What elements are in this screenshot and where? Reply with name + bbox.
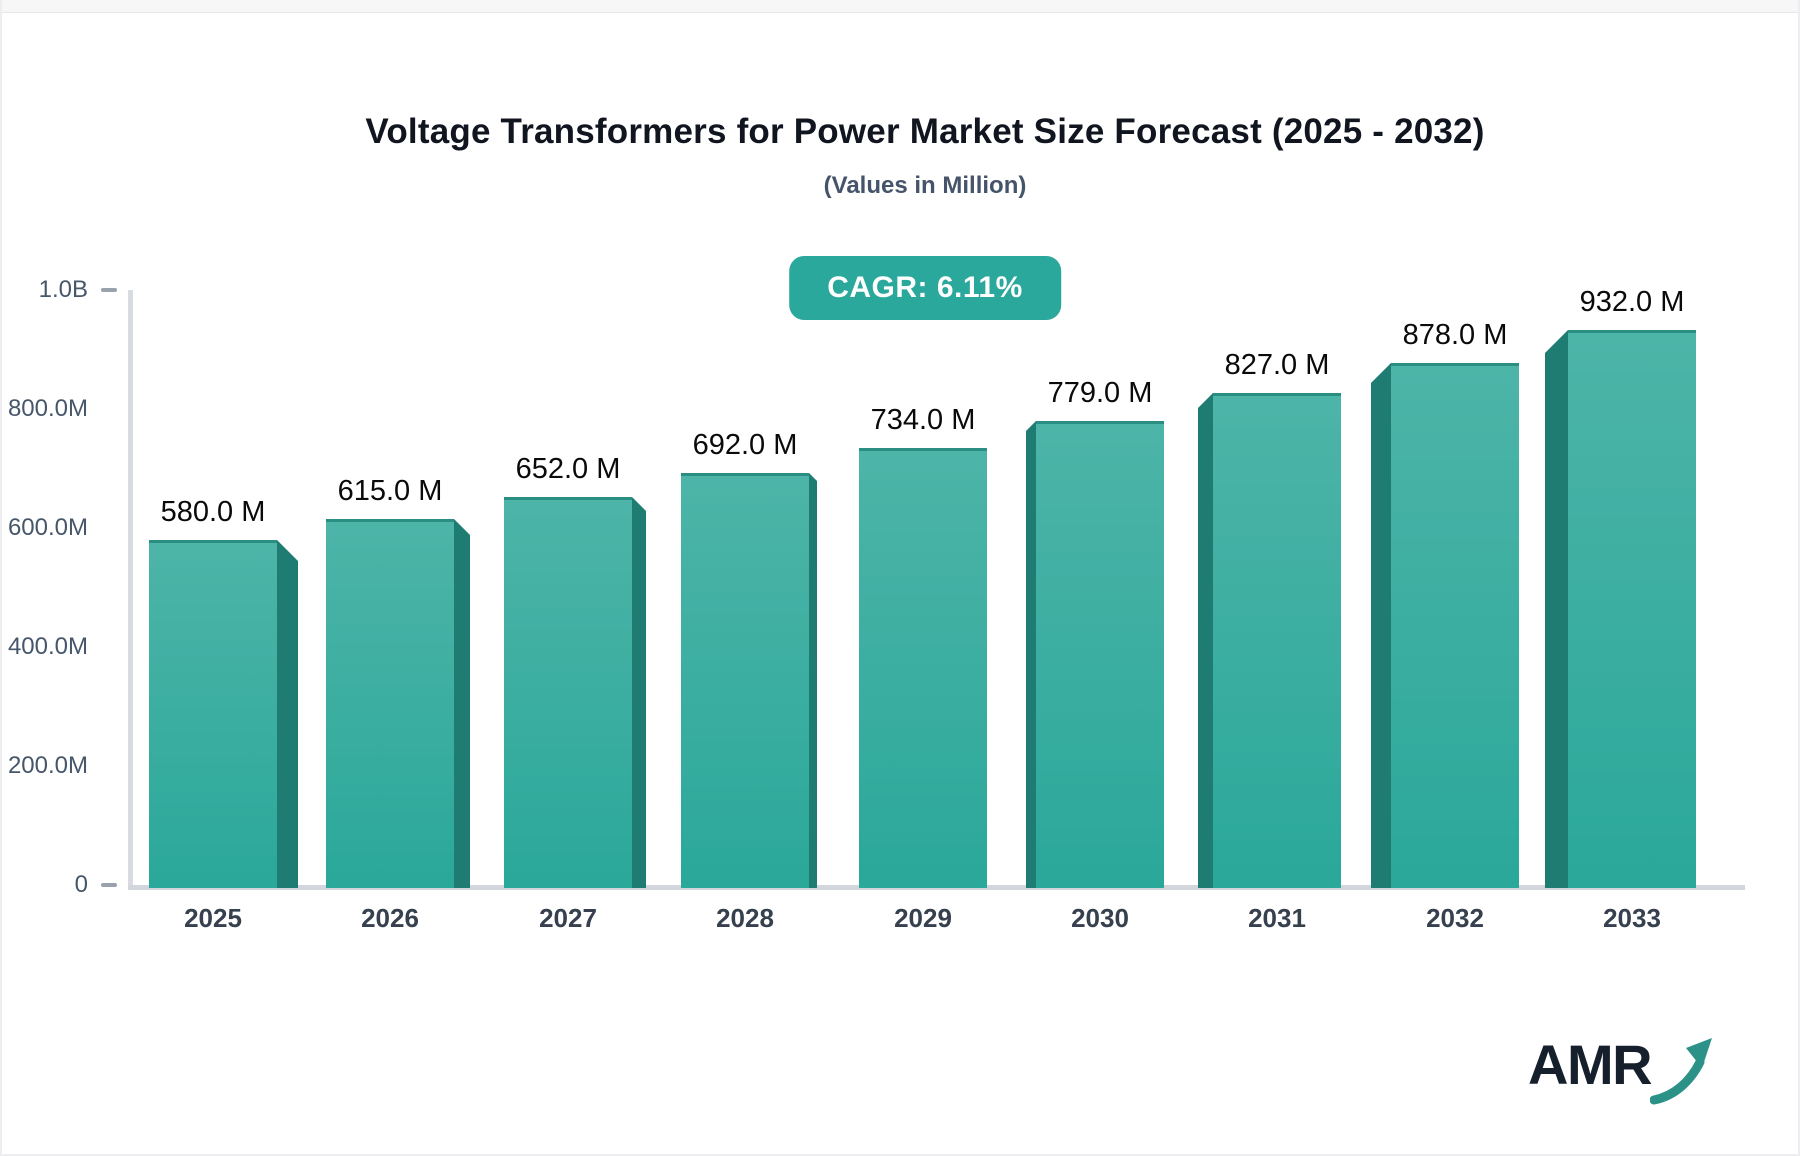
x-axis-label: 2026 <box>361 903 419 933</box>
bar-value-label: 878.0 M <box>1402 319 1508 351</box>
bar-2032 <box>1391 363 1519 888</box>
x-axis-label: 2028 <box>716 903 774 933</box>
bar-value-label: 734.0 M <box>870 404 976 436</box>
y-axis-label: 0 <box>74 871 88 898</box>
y-axis-label: 600.0M <box>7 514 88 541</box>
top-strip <box>0 0 1800 13</box>
bar-side-face <box>1026 421 1036 888</box>
bar-value-label: 692.0 M <box>692 429 798 461</box>
cagr-badge: CAGR: 6.11% <box>789 256 1061 320</box>
x-axis-label: 2031 <box>1248 903 1306 933</box>
bar-value-label: 615.0 M <box>337 475 443 507</box>
y-axis-label: 800.0M <box>7 395 88 422</box>
bar-side-face <box>277 540 298 888</box>
x-axis-label: 2030 <box>1071 903 1129 933</box>
x-axis-label: 2029 <box>894 903 952 933</box>
bar-2030 <box>1036 421 1164 888</box>
bar-2025 <box>149 540 277 888</box>
y-axis-tick <box>101 288 117 292</box>
x-axis-label: 2027 <box>539 903 597 933</box>
bar-side-face <box>454 519 470 888</box>
bar-2028 <box>681 473 809 888</box>
x-axis-label: 2025 <box>184 903 242 933</box>
bar-side-face <box>1371 363 1391 888</box>
y-axis-line <box>128 290 133 890</box>
bar-value-label: 580.0 M <box>160 496 266 528</box>
y-axis-label: 1.0B <box>38 276 88 303</box>
bar-2029 <box>859 448 987 888</box>
growth-arrow-icon <box>1650 1038 1712 1105</box>
y-axis-label: 200.0M <box>7 752 88 779</box>
bar-2027 <box>504 497 632 888</box>
bar-value-label: 652.0 M <box>515 453 621 485</box>
bar-2026 <box>326 519 454 888</box>
brand-logo: AMR <box>1528 1032 1728 1122</box>
y-axis-label: 400.0M <box>7 633 88 660</box>
bar-2033 <box>1568 330 1696 888</box>
brand-logo-text: AMR <box>1528 1033 1653 1096</box>
bar-side-face <box>632 497 646 888</box>
bar-side-face <box>809 473 817 888</box>
bar-value-label: 932.0 M <box>1579 286 1685 318</box>
bar-value-label: 827.0 M <box>1224 349 1330 381</box>
bar-side-face <box>1545 330 1568 888</box>
bar-2031 <box>1213 393 1341 888</box>
y-axis-tick <box>101 883 117 887</box>
x-axis-label: 2033 <box>1603 903 1661 933</box>
x-axis-label: 2032 <box>1426 903 1484 933</box>
chart-title: Voltage Transformers for Power Market Si… <box>365 112 1485 151</box>
bar-value-label: 779.0 M <box>1047 377 1153 409</box>
chart-subtitle: (Values in Million) <box>823 172 1027 199</box>
bar-side-face <box>1198 393 1213 888</box>
